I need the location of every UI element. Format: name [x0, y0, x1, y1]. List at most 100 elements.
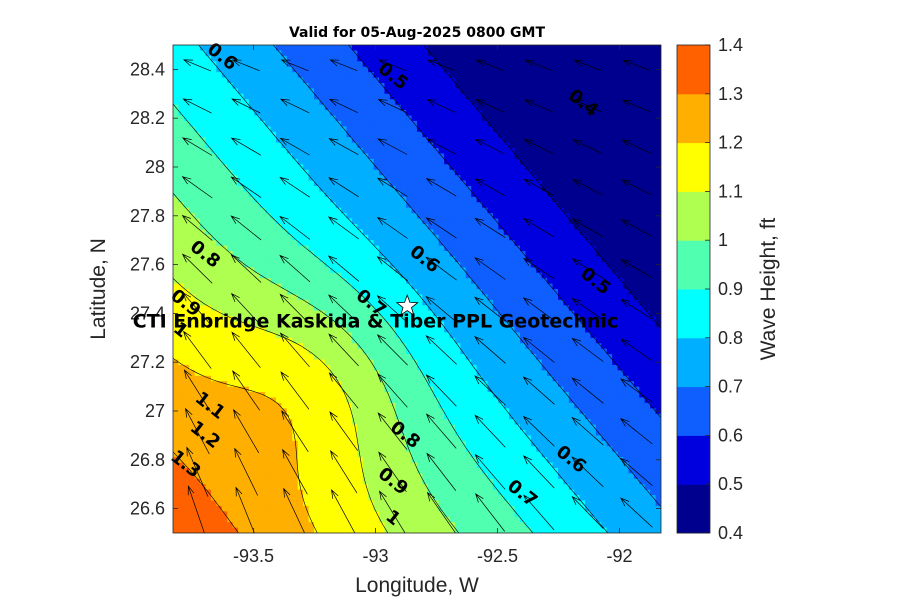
direction-arrow	[376, 216, 408, 239]
direction-arrow	[474, 336, 506, 364]
contour-line	[348, 45, 661, 418]
direction-arrow	[230, 176, 262, 198]
direction-arrow	[282, 448, 308, 495]
direction-arrow	[376, 295, 408, 324]
direction-arrow	[522, 376, 555, 405]
direction-arrow	[572, 179, 603, 196]
colorbar-swatch	[677, 142, 710, 192]
direction-arrow	[378, 59, 407, 72]
direction-arrow	[425, 413, 457, 449]
direction-arrow	[474, 178, 506, 197]
direction-arrow	[231, 98, 261, 114]
x-tick-label: -92	[607, 546, 633, 566]
direction-arrow	[279, 332, 310, 368]
colorbar-swatch	[677, 93, 710, 144]
direction-arrow	[426, 452, 457, 491]
direction-arrow	[376, 334, 408, 366]
direction-arrow	[474, 453, 506, 490]
direction-arrow	[620, 497, 653, 528]
direction-arrow	[279, 176, 310, 198]
colorbar-tick-label: 1.4	[718, 35, 743, 55]
direction-arrow	[181, 214, 213, 241]
contour-lines	[173, 45, 661, 533]
direction-arrow	[522, 455, 555, 489]
direction-arrow	[620, 338, 653, 362]
direction-arrow	[181, 137, 213, 156]
direction-arrow	[279, 254, 311, 283]
direction-arrow	[181, 176, 213, 199]
direction-arrow	[280, 371, 310, 410]
colorbar-swatch	[677, 435, 710, 485]
y-tick-label: 26.6	[130, 499, 165, 519]
colorbar-swatch	[677, 240, 710, 290]
direction-arrow	[620, 219, 652, 237]
y-tick-label: 28.4	[130, 59, 165, 79]
direction-arrow	[186, 446, 209, 497]
direction-arrow	[571, 456, 604, 488]
direction-arrow	[376, 256, 408, 281]
y-tick-label: 27	[145, 401, 165, 421]
direction-arrow	[376, 177, 408, 197]
direction-arrow	[620, 259, 652, 279]
direction-arrow	[571, 298, 604, 321]
direction-arrow	[281, 410, 309, 452]
direction-arrow	[621, 179, 652, 196]
direction-arrow	[427, 59, 455, 71]
colorbar-tick-label: 0.7	[718, 377, 743, 397]
site-marker	[395, 293, 419, 316]
x-tick-label: -92.5	[477, 546, 518, 566]
direction-arrow	[328, 98, 358, 114]
direction-arrow	[378, 490, 406, 533]
y-tick-label: 26.8	[130, 450, 165, 470]
direction-arrow	[474, 257, 506, 280]
x-axis-ticks: -93.5 -93 -92.5 -92	[233, 45, 633, 566]
direction-arrow	[474, 375, 506, 406]
direction-arrow	[377, 373, 408, 408]
direction-arrow	[523, 218, 555, 238]
direction-arrow	[425, 295, 457, 323]
direction-arrow	[377, 99, 407, 113]
direction-arrow	[571, 416, 604, 446]
direction-arrow	[620, 457, 653, 486]
direction-arrow	[187, 485, 205, 533]
direction-arrow	[426, 138, 456, 155]
contour-line	[273, 45, 661, 508]
colorbar-swatch	[677, 386, 710, 436]
direction-arrow	[279, 98, 310, 114]
direction-arrow	[330, 450, 358, 494]
direction-arrow	[183, 369, 211, 412]
direction-arrow	[474, 217, 506, 238]
contour-line	[173, 192, 460, 533]
direction-arrow	[523, 178, 554, 196]
direction-arrow	[328, 138, 359, 156]
direction-arrow	[425, 217, 457, 239]
colorbar-tick-label: 0.9	[718, 279, 743, 299]
direction-arrow	[621, 139, 651, 154]
direction-arrow	[235, 486, 255, 533]
direction-arrow	[474, 414, 506, 448]
direction-arrow	[522, 415, 555, 447]
direction-arrow	[523, 139, 554, 155]
direction-arrow	[571, 377, 604, 404]
direction-arrow	[182, 59, 212, 72]
direction-arrow	[524, 59, 553, 71]
direction-arrow	[426, 99, 456, 113]
direction-arrow	[280, 59, 309, 72]
direction-arrow	[619, 418, 653, 445]
contour-line	[198, 45, 609, 533]
direction-arrow	[232, 370, 260, 411]
direction-arrow	[181, 253, 213, 284]
direction-arrow	[474, 296, 506, 322]
direction-arrow	[328, 372, 359, 409]
direction-arrow	[475, 59, 504, 71]
direction-arrow	[329, 59, 358, 72]
direction-arrow	[182, 98, 212, 114]
direction-arrow	[230, 292, 262, 326]
direction-arrow	[185, 407, 210, 455]
y-axis-label: Latitude, N	[87, 238, 110, 340]
colorbar-tick-label: 0.4	[718, 523, 743, 543]
direction-arrow	[622, 59, 651, 71]
colorbar-swatch	[677, 45, 710, 95]
colorbar-tick-label: 1.2	[718, 133, 743, 153]
contour-line	[173, 103, 534, 533]
